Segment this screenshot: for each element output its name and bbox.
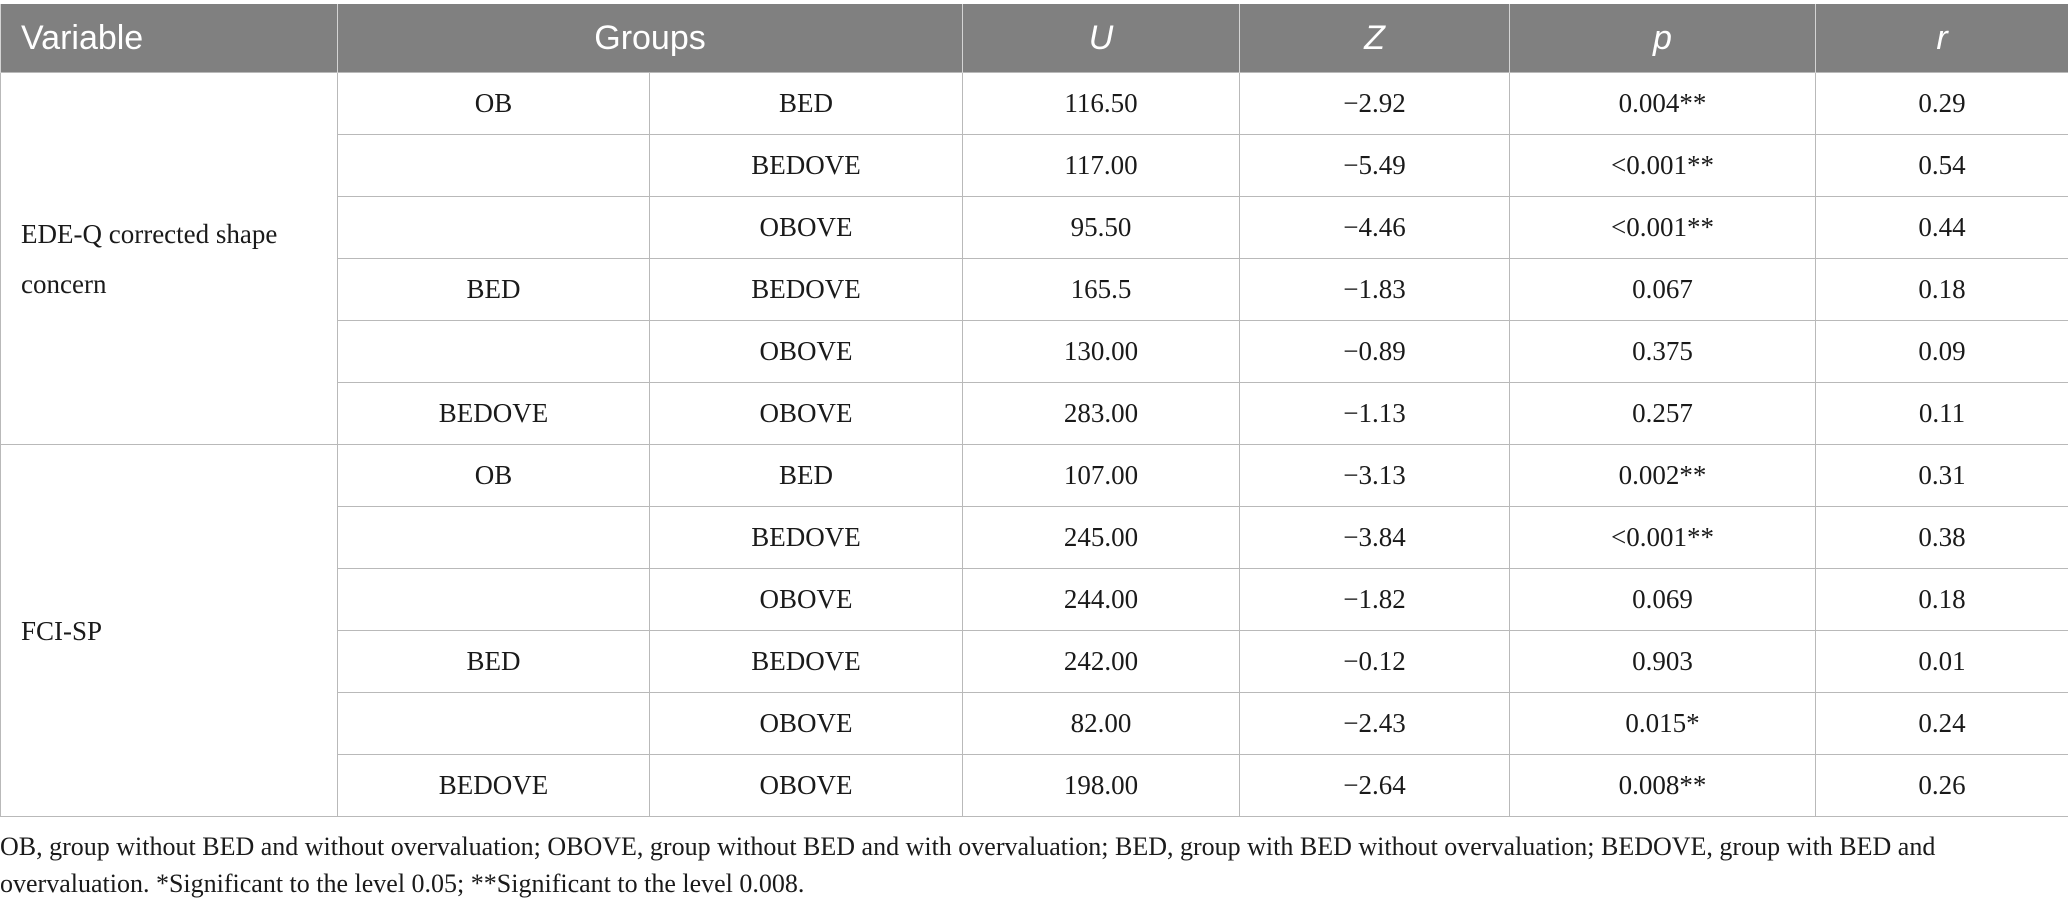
z-cell: −1.83 <box>1239 258 1510 321</box>
table-row: FCI-SP OB BED 107.00 −3.13 0.002** 0.31 <box>0 444 2068 817</box>
variable-cell: FCI-SP <box>0 444 338 817</box>
group1-cell <box>337 134 650 197</box>
r-cell: 0.54 <box>1815 134 2068 197</box>
group2-cell: OBOVE <box>649 196 963 259</box>
p-cell: 0.903 <box>1509 630 1816 693</box>
group2-cell: BEDOVE <box>649 506 963 569</box>
table-row: OBOVE 130.00 −0.89 0.375 0.09 <box>1 320 2068 383</box>
header-z: Z <box>1239 4 1510 73</box>
r-cell: 0.11 <box>1815 382 2068 445</box>
table-row: BED BEDOVE 242.00 −0.12 0.903 0.01 <box>1 630 2068 693</box>
group1-cell: OB <box>337 72 650 135</box>
p-cell: 0.002** <box>1509 444 1816 507</box>
z-cell: −2.43 <box>1239 692 1510 755</box>
header-variable: Variable <box>0 4 338 73</box>
group2-cell: OBOVE <box>649 382 963 445</box>
p-cell: <0.001** <box>1509 196 1816 259</box>
group1-cell: BEDOVE <box>337 382 650 445</box>
p-cell: 0.069 <box>1509 568 1816 631</box>
group1-cell <box>337 196 650 259</box>
group2-cell: BEDOVE <box>649 134 963 197</box>
r-cell: 0.38 <box>1815 506 2068 569</box>
table-row: OBOVE 244.00 −1.82 0.069 0.18 <box>1 568 2068 631</box>
z-cell: −3.13 <box>1239 444 1510 507</box>
header-u: U <box>962 4 1240 73</box>
z-cell: −2.64 <box>1239 754 1510 817</box>
group1-cell <box>337 692 650 755</box>
group2-cell: OBOVE <box>649 754 963 817</box>
p-cell: <0.001** <box>1509 506 1816 569</box>
group1-cell <box>337 320 650 383</box>
u-cell: 95.50 <box>962 196 1240 259</box>
z-cell: −3.84 <box>1239 506 1510 569</box>
header-p: p <box>1509 4 1816 73</box>
group2-cell: BEDOVE <box>649 258 963 321</box>
p-cell: 0.008** <box>1509 754 1816 817</box>
group1-cell: BED <box>337 630 650 693</box>
r-cell: 0.31 <box>1815 444 2068 507</box>
r-cell: 0.01 <box>1815 630 2068 693</box>
u-cell: 245.00 <box>962 506 1240 569</box>
group2-cell: BEDOVE <box>649 630 963 693</box>
r-cell: 0.09 <box>1815 320 2068 383</box>
r-cell: 0.18 <box>1815 568 2068 631</box>
u-cell: 198.00 <box>962 754 1240 817</box>
table-row: BEDOVE 245.00 −3.84 <0.001** 0.38 <box>1 506 2068 569</box>
group1-cell: BED <box>337 258 650 321</box>
group2-cell: BED <box>649 444 963 507</box>
group2-cell: BED <box>649 72 963 135</box>
u-cell: 107.00 <box>962 444 1240 507</box>
table-row: EDE-Q corrected shape concern OB BED 116… <box>0 72 2068 445</box>
p-cell: 0.067 <box>1509 258 1816 321</box>
table-row: BEDOVE OBOVE 198.00 −2.64 0.008** 0.26 <box>1 754 2068 817</box>
header-r: r <box>1815 4 2068 73</box>
u-cell: 242.00 <box>962 630 1240 693</box>
u-cell: 117.00 <box>962 134 1240 197</box>
u-cell: 82.00 <box>962 692 1240 755</box>
r-cell: 0.26 <box>1815 754 2068 817</box>
table-footnote: OB, group without BED and without overva… <box>0 832 1936 898</box>
u-cell: 165.5 <box>962 258 1240 321</box>
r-cell: 0.18 <box>1815 258 2068 321</box>
variable-cell: EDE-Q corrected shape concern <box>0 72 338 445</box>
p-cell: 0.375 <box>1509 320 1816 383</box>
group1-cell: OB <box>337 444 650 507</box>
group2-cell: OBOVE <box>649 320 963 383</box>
z-cell: −1.13 <box>1239 382 1510 445</box>
u-cell: 130.00 <box>962 320 1240 383</box>
p-cell: 0.257 <box>1509 382 1816 445</box>
p-cell: <0.001** <box>1509 134 1816 197</box>
header-row: Variable Groups U Z p r <box>0 4 2068 73</box>
u-cell: 244.00 <box>962 568 1240 631</box>
group1-cell <box>337 506 650 569</box>
group1-cell <box>337 568 650 631</box>
z-cell: −1.82 <box>1239 568 1510 631</box>
u-cell: 283.00 <box>962 382 1240 445</box>
p-cell: 0.015* <box>1509 692 1816 755</box>
z-cell: −0.12 <box>1239 630 1510 693</box>
z-cell: −0.89 <box>1239 320 1510 383</box>
r-cell: 0.29 <box>1815 72 2068 135</box>
u-cell: 116.50 <box>962 72 1240 135</box>
header-groups: Groups <box>337 4 963 73</box>
r-cell: 0.44 <box>1815 196 2068 259</box>
z-cell: −4.46 <box>1239 196 1510 259</box>
group2-cell: OBOVE <box>649 568 963 631</box>
results-table: Variable Groups U Z p r EDE-Q corrected … <box>0 4 2068 817</box>
table-row: BEDOVE OBOVE 283.00 −1.13 0.257 0.11 <box>1 382 2068 445</box>
group1-cell: BEDOVE <box>337 754 650 817</box>
p-cell: 0.004** <box>1509 72 1816 135</box>
group2-cell: OBOVE <box>649 692 963 755</box>
r-cell: 0.24 <box>1815 692 2068 755</box>
table-row: OBOVE 95.50 −4.46 <0.001** 0.44 <box>1 196 2068 259</box>
z-cell: −5.49 <box>1239 134 1510 197</box>
z-cell: −2.92 <box>1239 72 1510 135</box>
table-row: OBOVE 82.00 −2.43 0.015* 0.24 <box>1 692 2068 755</box>
